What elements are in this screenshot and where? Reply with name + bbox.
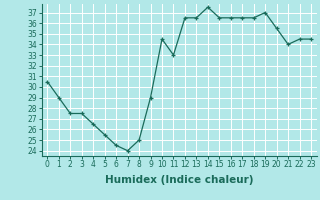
X-axis label: Humidex (Indice chaleur): Humidex (Indice chaleur) xyxy=(105,175,253,185)
